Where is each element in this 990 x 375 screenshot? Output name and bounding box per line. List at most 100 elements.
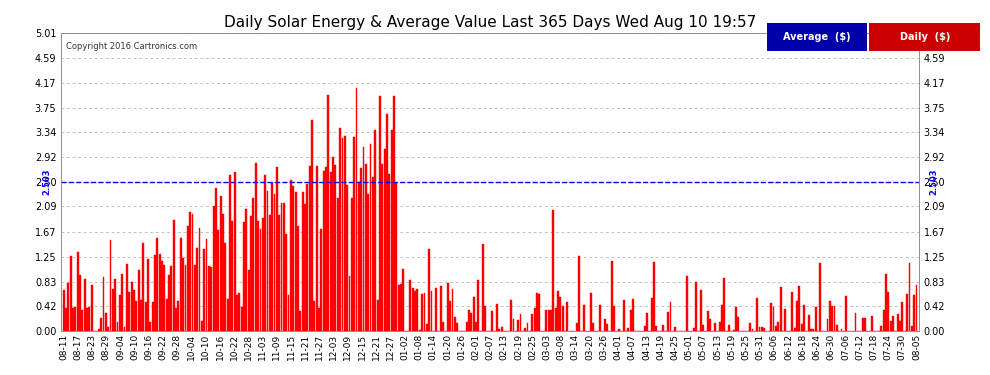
Bar (276, 166, 278, 331)
Bar (328, 94, 330, 331)
Bar (613, 306, 615, 331)
Bar (362, 147, 364, 331)
Bar (234, 172, 236, 331)
Bar (550, 310, 551, 331)
Bar (391, 130, 393, 331)
Bar (513, 319, 515, 331)
Bar (321, 229, 323, 331)
Bar (702, 325, 704, 331)
Bar (559, 297, 561, 331)
Bar (311, 120, 313, 331)
Bar (151, 302, 153, 331)
Bar (906, 294, 908, 331)
Bar (662, 325, 664, 331)
Bar (646, 313, 648, 331)
Bar (206, 239, 208, 331)
Bar (456, 323, 458, 331)
Bar (261, 218, 263, 331)
Bar (796, 301, 798, 331)
Bar (259, 228, 261, 331)
Bar (69, 256, 71, 331)
Bar (65, 308, 67, 331)
Bar (813, 329, 815, 331)
Bar (355, 88, 357, 331)
Bar (140, 300, 142, 331)
Bar (180, 238, 182, 331)
Bar (832, 306, 833, 331)
Bar (501, 327, 503, 331)
Bar (136, 301, 138, 331)
Bar (244, 222, 245, 331)
Bar (424, 294, 426, 331)
Bar (751, 329, 753, 331)
Bar (239, 292, 241, 331)
Bar (126, 264, 128, 331)
Bar (273, 194, 275, 331)
Bar (173, 220, 174, 331)
Bar (264, 175, 266, 331)
Bar (446, 284, 448, 331)
Bar (892, 316, 894, 331)
Bar (784, 309, 786, 331)
Bar (470, 313, 472, 331)
Bar (201, 321, 203, 331)
Bar (618, 329, 620, 331)
Bar (225, 243, 227, 331)
Bar (653, 262, 655, 331)
Bar (232, 221, 234, 331)
Bar (360, 168, 362, 331)
Bar (353, 137, 355, 331)
Bar (714, 323, 716, 331)
Text: 2.503: 2.503 (42, 169, 51, 195)
Bar (72, 308, 74, 331)
Bar (372, 177, 374, 331)
Bar (395, 182, 397, 331)
Bar (820, 263, 822, 331)
Bar (419, 330, 421, 331)
Bar (864, 318, 866, 331)
Bar (117, 322, 119, 331)
Bar (772, 307, 774, 331)
Bar (728, 325, 730, 331)
Bar (278, 215, 280, 331)
Bar (845, 296, 847, 331)
Bar (309, 166, 311, 331)
Bar (350, 198, 352, 331)
Bar (724, 278, 726, 331)
Bar (121, 274, 123, 331)
Bar (887, 292, 889, 331)
Bar (808, 315, 810, 331)
Bar (374, 130, 376, 331)
Bar (916, 285, 918, 331)
Bar (194, 265, 196, 331)
Bar (909, 263, 911, 331)
Bar (254, 163, 256, 331)
Bar (854, 313, 856, 331)
Bar (775, 326, 777, 331)
Bar (841, 329, 842, 331)
Bar (756, 298, 758, 331)
Bar (124, 327, 126, 331)
Bar (545, 310, 547, 331)
Bar (306, 184, 308, 331)
Bar (170, 266, 172, 331)
FancyBboxPatch shape (869, 22, 980, 51)
Bar (883, 310, 885, 331)
Bar (77, 252, 78, 331)
Bar (384, 149, 385, 331)
Bar (758, 327, 760, 331)
Bar (182, 258, 184, 331)
Bar (103, 278, 104, 331)
Bar (440, 286, 442, 331)
Bar (337, 198, 339, 331)
Bar (566, 302, 568, 331)
Bar (443, 322, 445, 331)
Text: Daily  ($): Daily ($) (900, 32, 950, 42)
Bar (241, 307, 243, 331)
Bar (655, 326, 657, 331)
Bar (449, 301, 451, 331)
Bar (358, 182, 359, 331)
Bar (736, 308, 737, 331)
Bar (145, 302, 147, 331)
Bar (650, 298, 652, 331)
